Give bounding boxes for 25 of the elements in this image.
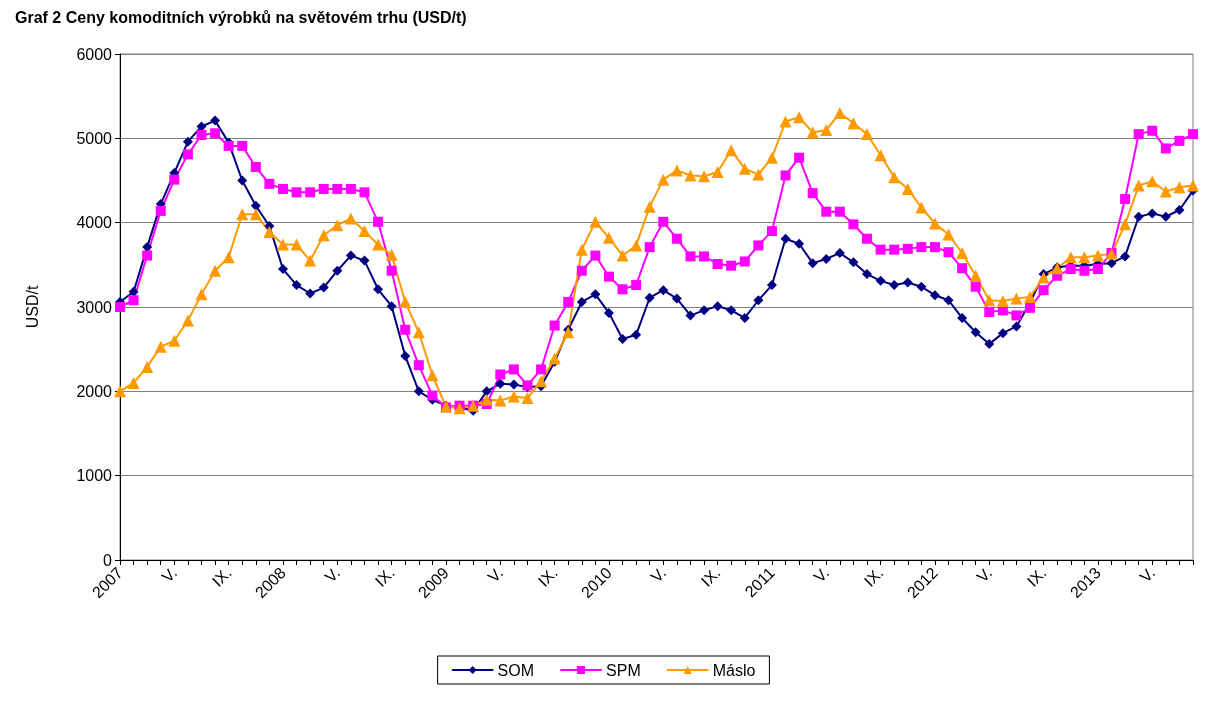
- x-tick-label: V.: [810, 563, 833, 586]
- legend-label: SPM: [606, 661, 641, 679]
- x-tick-label: IX.: [371, 563, 398, 590]
- y-axis-title: USD/t: [23, 285, 41, 329]
- legend-label: SOM: [497, 661, 535, 679]
- x-tick-label: V.: [158, 563, 181, 586]
- y-tick-label: 2000: [76, 382, 113, 400]
- legend-label: Máslo: [712, 661, 756, 679]
- x-tick-label: IX.: [208, 563, 235, 590]
- x-tick-label: V.: [321, 563, 344, 586]
- x-tick-label: IX.: [860, 563, 887, 590]
- x-tick-label: IX.: [534, 563, 561, 590]
- x-tick-label: V.: [484, 563, 507, 586]
- y-tick-label: 1000: [76, 467, 113, 485]
- y-tick-label: 4000: [76, 214, 113, 232]
- y-tick-label: 6000: [76, 45, 113, 63]
- y-tick-label: 3000: [76, 298, 113, 316]
- x-tick-label: V.: [647, 563, 670, 586]
- y-tick-label: 0: [103, 551, 113, 569]
- x-tick-label: IX.: [1023, 563, 1050, 590]
- x-tick-label: V.: [1136, 563, 1159, 586]
- x-tick-label: IX.: [697, 563, 724, 590]
- y-tick-label: 5000: [76, 129, 113, 147]
- x-tick-label: V.: [973, 563, 996, 586]
- chart-title: Graf 2 Ceny komoditních výrobků na světovém trhu (USD/t): [15, 8, 467, 26]
